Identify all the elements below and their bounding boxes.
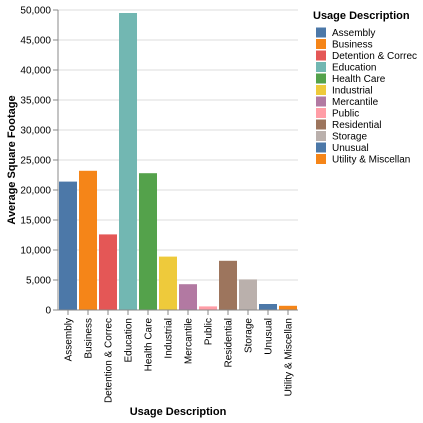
bar: [59, 181, 77, 310]
y-tick-label: 35,000: [20, 96, 51, 107]
bar: [139, 173, 157, 310]
legend-label: Unusual: [332, 143, 369, 154]
x-tick-label: Mercantile: [184, 318, 195, 365]
x-tick-label: Business: [84, 318, 95, 359]
legend-title: Usage Description: [313, 10, 410, 22]
legend-label: Detention & Correc: [332, 51, 417, 62]
x-tick-label: Education: [124, 318, 135, 362]
x-tick-label: Storage: [244, 318, 255, 353]
bar: [259, 304, 277, 310]
x-tick-label: Industrial: [164, 318, 175, 359]
legend-swatch: [316, 108, 326, 118]
legend-swatch: [316, 50, 326, 61]
y-tick-label: 0: [45, 306, 51, 317]
legend-swatch: [316, 73, 326, 84]
y-tick-label: 5,000: [26, 276, 51, 287]
legend-swatch: [316, 131, 326, 141]
x-tick-label: Utility & Miscellan: [284, 318, 295, 396]
x-tick-label: Health Care: [144, 318, 155, 372]
x-tick-label: Public: [204, 318, 215, 345]
legend-label: Mercantile: [332, 97, 379, 108]
x-tick-label: Unusual: [264, 318, 275, 355]
bar: [219, 260, 237, 310]
y-axis-title: Average Square Footage: [6, 95, 18, 224]
legend-swatch: [316, 154, 326, 164]
bar: [99, 234, 117, 310]
legend-swatch: [316, 142, 326, 153]
legend-label: Public: [332, 109, 359, 120]
y-tick-label: 50,000: [20, 6, 51, 17]
x-tick-label: Assembly: [64, 318, 75, 361]
legend-swatch: [316, 62, 326, 72]
y-tick-label: 10,000: [20, 246, 51, 257]
bar: [159, 256, 177, 310]
legend: Usage Description AssemblyBusinessDetent…: [313, 10, 417, 166]
legend-label: Residential: [332, 120, 381, 131]
bars: [59, 13, 297, 310]
y-tick-label: 20,000: [20, 186, 51, 197]
legend-label: Business: [332, 40, 373, 51]
legend-swatch: [316, 119, 326, 130]
legend-label: Education: [332, 63, 376, 74]
y-tick-label: 30,000: [20, 126, 51, 137]
bar: [119, 13, 137, 310]
x-axis-title: Usage Description: [130, 406, 227, 418]
x-tick-labels: Assembly Business Detention & Correc Educat…: [64, 310, 295, 403]
bar: [179, 284, 197, 310]
legend-label: Health Care: [332, 74, 386, 85]
y-tick-label: 40,000: [20, 66, 51, 77]
x-tick-label: Residential: [224, 318, 235, 367]
legend-label: Utility & Miscellan: [332, 155, 410, 166]
legend-swatch: [316, 27, 326, 38]
legend-label: Industrial: [332, 86, 373, 97]
bar: [239, 279, 257, 310]
y-tick-labels: 0 5,000 10,000 15,000 20,000 25,000 30,000 35,0…: [20, 6, 58, 317]
y-gridlines: [58, 9, 298, 311]
legend-swatch: [316, 39, 326, 49]
x-tick-label: Detention & Correc: [104, 318, 115, 403]
legend-label: Assembly: [332, 28, 375, 39]
y-tick-label: 15,000: [20, 216, 51, 227]
bar: [79, 170, 97, 310]
legend-swatch: [316, 96, 326, 107]
bar: [279, 305, 297, 310]
bar: [199, 306, 217, 310]
legend-label: Storage: [332, 132, 367, 143]
y-tick-label: 45,000: [20, 36, 51, 47]
y-tick-label: 25,000: [20, 156, 51, 167]
legend-swatch: [316, 85, 326, 95]
